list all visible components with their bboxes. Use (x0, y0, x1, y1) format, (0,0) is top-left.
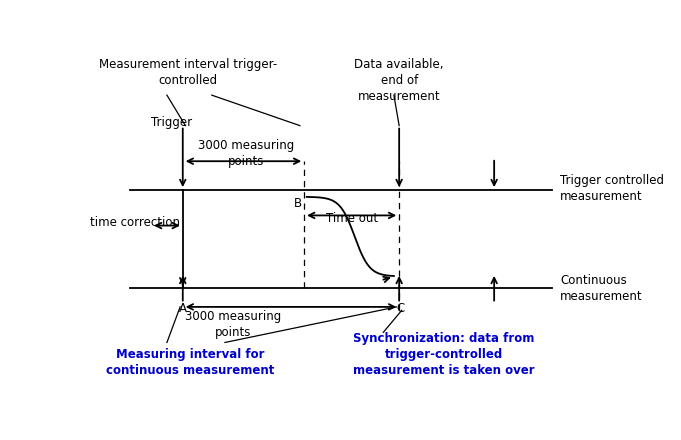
Text: time correction: time correction (91, 216, 180, 229)
Text: Synchronization: data from
trigger-controlled
measurement is taken over: Synchronization: data from trigger-contr… (353, 332, 535, 378)
Text: 3000 measuring
points: 3000 measuring points (198, 139, 294, 168)
Text: C: C (396, 302, 405, 315)
Text: Measuring interval for
continuous measurement: Measuring interval for continuous measur… (106, 348, 275, 377)
Text: Continuous
measurement: Continuous measurement (560, 274, 643, 303)
Text: B: B (294, 197, 302, 210)
Text: Data available,
end of
measurement: Data available, end of measurement (354, 58, 444, 103)
Text: Trigger: Trigger (151, 116, 192, 129)
Text: A: A (179, 302, 187, 315)
Text: Measurement interval trigger-
controlled: Measurement interval trigger- controlled (99, 58, 277, 87)
Text: Trigger controlled
measurement: Trigger controlled measurement (560, 174, 664, 203)
Text: Time out: Time out (326, 213, 378, 225)
Text: 3000 measuring
points: 3000 measuring points (185, 310, 281, 339)
